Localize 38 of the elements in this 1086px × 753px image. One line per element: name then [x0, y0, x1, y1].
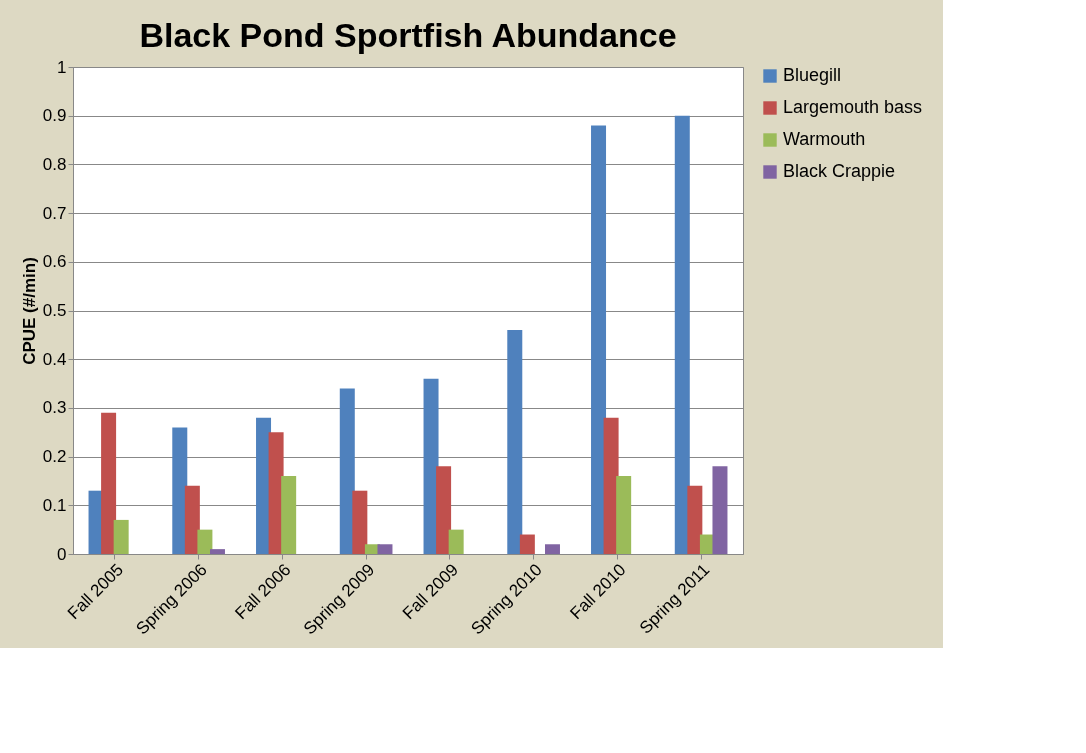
y-tick-label: 1	[57, 57, 67, 77]
bar	[339, 388, 355, 554]
y-tick-label: 0.7	[42, 203, 67, 223]
bar	[352, 490, 368, 554]
legend-label: Black Crappie	[783, 161, 896, 181]
bar	[448, 529, 464, 554]
legend-label: Warmouth	[783, 129, 866, 149]
y-tick-label: 0.4	[42, 349, 67, 369]
y-tick-label: 0.5	[42, 301, 67, 320]
y-tick-label: 0.3	[42, 398, 67, 418]
y-tick-label: 0.6	[42, 252, 67, 272]
bar	[712, 466, 728, 554]
y-tick-label: 0.9	[42, 106, 67, 126]
bar	[423, 378, 439, 554]
y-axis-title: CPUE (#/min)	[19, 257, 39, 365]
bar	[591, 125, 607, 554]
y-tick-label: 0.2	[42, 447, 67, 467]
bar	[113, 519, 129, 554]
bar	[377, 544, 393, 554]
legend-label: Bluegill	[783, 65, 842, 85]
bar	[507, 329, 523, 554]
y-tick-label: 0	[57, 544, 67, 564]
bar	[172, 427, 188, 554]
bar	[197, 529, 213, 554]
bar	[101, 412, 117, 554]
y-tick-label: 0.1	[42, 495, 67, 515]
bar	[687, 485, 703, 554]
y-tick-label: 0.8	[42, 154, 67, 174]
bar	[436, 466, 452, 554]
chart-title: Black Pond Sportfish Abundance	[139, 16, 677, 54]
bar	[209, 549, 225, 554]
bar	[519, 534, 535, 554]
bar	[674, 115, 690, 554]
bar	[616, 476, 632, 554]
bar	[544, 544, 560, 554]
bar	[184, 485, 200, 554]
legend-label: Largemouth bass	[783, 97, 923, 117]
bar	[281, 476, 297, 554]
